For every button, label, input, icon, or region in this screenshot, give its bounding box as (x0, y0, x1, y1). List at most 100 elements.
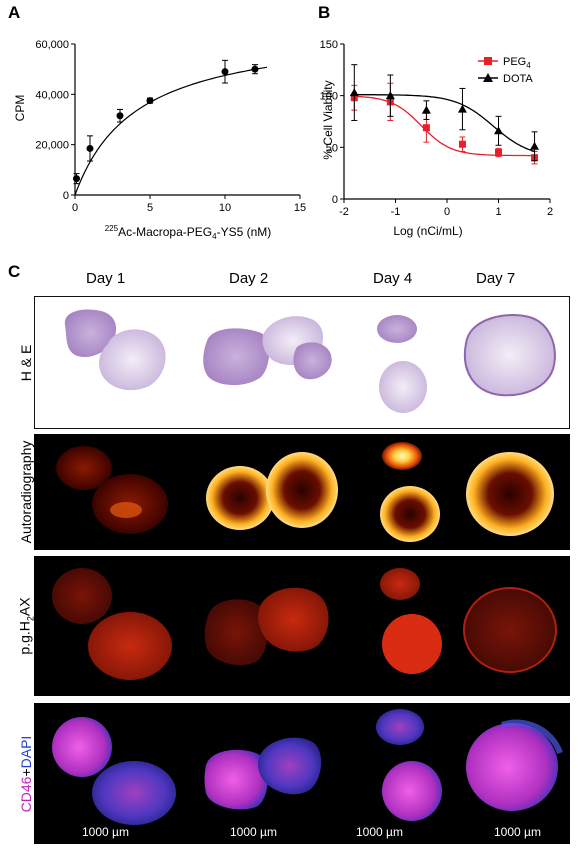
he-image-row (34, 296, 570, 429)
pgh2ax-image-row (34, 556, 570, 696)
chart-b-triangle-marker (457, 104, 467, 113)
chart-a-binding-curve: 0 5 10 15 0 20,000 40,000 60,000 CPM 225Ac-Macr… (13, 39, 306, 241)
chart-a-xlabel-subscript: 4 (212, 232, 217, 241)
chart-b-legend: PEG4 DOTA (478, 56, 533, 85)
chart-b-data-point (495, 147, 502, 158)
chart-b-data-point (494, 115, 503, 146)
chart-a-data-point (251, 64, 259, 75)
chart-a-xlabel: 225Ac-Macropa-PEG4-YS5 (nM) (105, 224, 272, 241)
row-label-he: H & E (18, 344, 34, 381)
chart-b-triangle-marker (421, 105, 431, 114)
scale-bar-label-day1: 1000 µm (82, 825, 129, 839)
he-day1-section (64, 309, 166, 391)
chart-b-x-tick-label: 2 (547, 206, 553, 218)
chart-a-data-point (116, 108, 124, 123)
autoradiography-image-row (34, 434, 570, 550)
row-label-pgh2ax: p.g.H2AX (16, 597, 36, 655)
pgh2ax-sections (52, 568, 557, 680)
legend-triangle-marker (483, 73, 493, 82)
chart-b-axes: -2 -1 0 1 2 0 50 100 150 (320, 39, 553, 218)
row-label-autoradiography: Autoradiography (18, 440, 34, 544)
ar-day7-section (466, 452, 554, 536)
chart-a-y-tick-label: 20,000 (35, 140, 69, 152)
day-label-2: Day 2 (229, 270, 269, 287)
chart-a-y-tick-label: 0 (63, 190, 69, 202)
chart-b-data-point (421, 100, 431, 120)
chart-b-xlabel: Log (nCi/mL) (393, 224, 462, 238)
chart-b-triangle-marker (349, 88, 359, 97)
scale-bar-label-day4: 1000 µm (356, 825, 403, 839)
chart-a-marker (251, 65, 259, 73)
he-sections (64, 309, 556, 413)
cd-day7-section (466, 719, 563, 811)
chart-a-xlabel-superscript: 225 (105, 224, 119, 233)
he-day4-section (377, 315, 427, 413)
chart-a-data-point (86, 135, 94, 162)
chart-a-y-tick-label: 60,000 (35, 39, 69, 51)
cd46-dapi-image-row: 1000 µm 1000 µm 1000 µm 1000 µm (34, 703, 570, 844)
ph-day4-section (380, 568, 442, 674)
chart-b-x-tick-label: 1 (495, 206, 501, 218)
chart-b-viability-curve: -2 -1 0 1 2 0 50 100 150 % Cell Viability Log (n… (320, 39, 553, 238)
chart-a-xlabel-tail: -YS5 (nM) (217, 225, 272, 239)
chart-b-series-dota (349, 64, 540, 162)
chart-b-y-tick-label: 0 (332, 194, 338, 206)
chart-a-y-tick-label: 40,000 (35, 89, 69, 101)
chart-b-fit-line (354, 94, 535, 153)
chart-b-y-tick-label: 100 (320, 91, 338, 103)
chart-b-x-tick-label: -2 (339, 206, 349, 218)
chart-a-marker (116, 112, 124, 120)
ar-day1-section (56, 446, 168, 534)
chart-a-data-point (73, 173, 80, 185)
day-label-1: Day 1 (86, 270, 126, 287)
chart-b-data-point (457, 87, 467, 131)
chart-b-y-tick-label: 150 (320, 39, 338, 51)
chart-b-ylabel: % Cell Viability (321, 80, 335, 159)
ph-day2-section (204, 587, 329, 666)
row-label-cd46-dapi: CD46+DAPI (18, 735, 34, 812)
chart-b-x-tick-label: 0 (444, 206, 450, 218)
day-label-4: Day 4 (373, 270, 413, 287)
chart-b-x-tick-label: -1 (391, 206, 401, 218)
autoradiography-sections (56, 442, 554, 542)
chart-b-y-tick-label: 50 (326, 142, 338, 154)
legend-dota: DOTA (503, 73, 533, 85)
chart-a-marker (221, 68, 229, 76)
chart-b-triangle-marker (494, 126, 503, 135)
chart-b-data-point (385, 74, 395, 117)
chart-a-axes: 0 5 10 15 0 20,000 40,000 60,000 (35, 39, 306, 214)
scale-bar-label-day7: 1000 µm (494, 825, 541, 839)
he-day7-section (463, 314, 556, 397)
chart-a-x-tick-label: 15 (294, 202, 306, 214)
chart-a-ylabel: CPM (13, 95, 27, 122)
chart-a-marker (86, 144, 94, 152)
cd-day4-section (376, 709, 442, 821)
chart-b-triangle-marker (385, 91, 395, 100)
chart-a-data-point (146, 97, 154, 105)
chart-b-square-marker (422, 124, 430, 132)
panel-letter-c: C (8, 262, 21, 281)
chart-a-marker (146, 97, 154, 105)
chart-a-x-tick-label: 10 (219, 202, 231, 214)
cd46-dapi-sections (52, 709, 563, 825)
panel-letter-b: B (318, 3, 331, 22)
chart-a-fit-line (74, 66, 268, 196)
legend-peg4: PEG4 (503, 56, 531, 70)
day-label-7: Day 7 (476, 270, 516, 287)
chart-a-marker (73, 175, 80, 183)
chart-a-points (73, 59, 259, 185)
ph-day7-section (463, 587, 557, 673)
ar-day4-section (380, 442, 440, 542)
chart-b-fit-line (354, 95, 535, 157)
cd-day2-section (204, 737, 322, 810)
panel-letter-a: A (8, 3, 21, 22)
chart-b-data-point (458, 136, 466, 152)
chart-b-series (349, 64, 540, 165)
ar-day2-section (206, 452, 338, 530)
chart-b-data-point (349, 64, 359, 121)
scale-bar-label-day2: 1000 µm (230, 825, 277, 839)
chart-b-square-marker (458, 140, 466, 148)
chart-a-xlabel-main: Ac-Macropa-PEG (118, 225, 212, 239)
ph-day1-section (52, 568, 172, 680)
chart-a-data-point (221, 59, 229, 84)
